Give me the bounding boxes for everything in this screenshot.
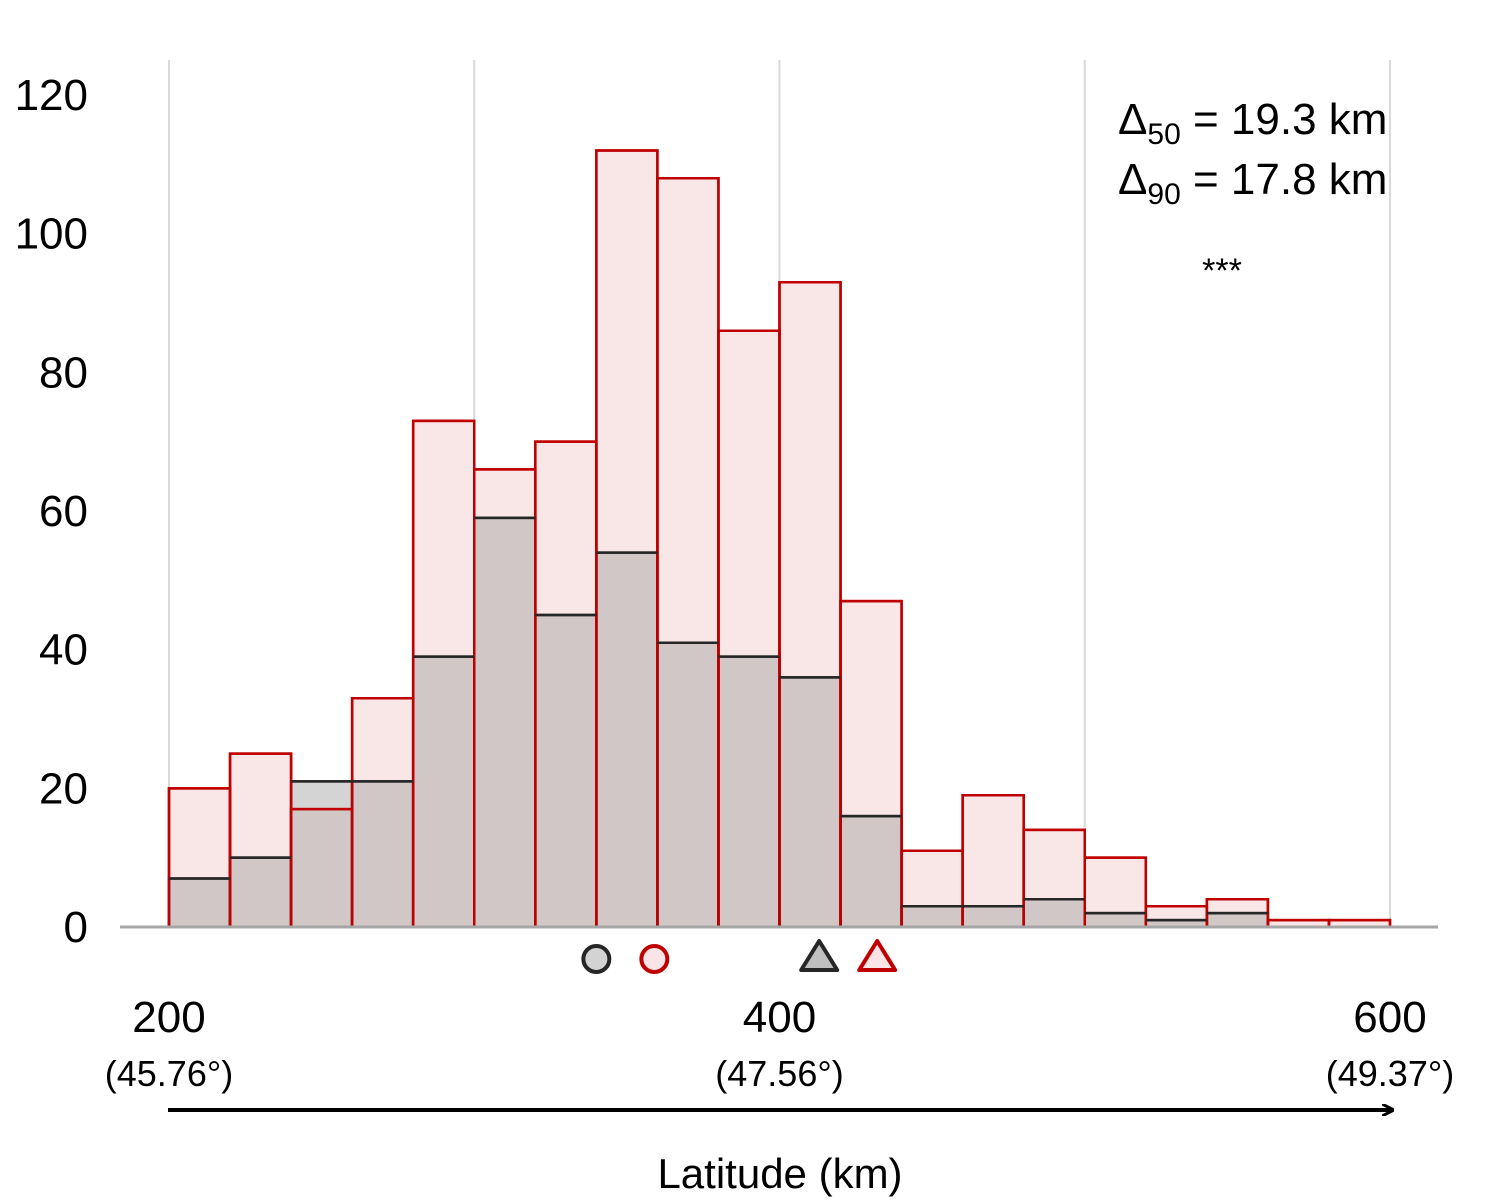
marker-circle-1 [581, 944, 612, 974]
bar-series-2-bin-380 [718, 330, 780, 927]
bar-series-2-bin-480 [1023, 829, 1085, 927]
bar-series-1-bin-340 [596, 552, 658, 927]
x-tick-sublabel-600: (49.37°) [1326, 1053, 1454, 1094]
y-tick-label-120: 120 [15, 71, 88, 120]
histogram-bars [167, 149, 1392, 929]
delta-50-value: = 19.3 km [1181, 95, 1388, 144]
x-tick-sublabel-200: (45.76°) [105, 1053, 233, 1094]
bar-series-2-bin-240 [291, 809, 353, 927]
series-2-outline-top [167, 149, 1392, 927]
bar-series-2-bin-520 [1145, 906, 1207, 927]
bar-series-1-bin-220 [230, 857, 292, 927]
bar-series-2-bin-580 [1328, 920, 1390, 927]
summary-markers [581, 939, 898, 974]
bar-series-1-bin-540 [1206, 913, 1268, 927]
bar-series-2-bin-560 [1267, 920, 1329, 927]
bar-series-1-bin-500 [1084, 913, 1146, 927]
x-tick-label-400: 400 [743, 993, 816, 1042]
bar-series-2-bin-340 [596, 150, 658, 927]
bar-edge-series-2-bin-500 [1083, 856, 1148, 927]
x-axis-title: Latitude (km) [657, 1150, 902, 1197]
x-tick-label-200: 200 [132, 993, 205, 1042]
bar-series-2-bin-360 [657, 178, 719, 927]
bar-series-2-bin-320 [535, 441, 597, 927]
y-tick-label-20: 20 [39, 764, 88, 813]
delta-90-symbol: Δ [1118, 155, 1147, 204]
bar-series-2-bin-420 [840, 601, 902, 927]
y-tick-label-60: 60 [39, 487, 88, 536]
series-2 [167, 149, 1392, 927]
bar-series-1-bin-440 [901, 906, 963, 927]
bar-series-1-bin-360 [657, 642, 719, 927]
bar-series-1-bin-380 [718, 656, 780, 927]
x-tick-sublabel-400: (47.56°) [715, 1053, 843, 1094]
delta-90-subscript: 90 [1147, 178, 1180, 211]
bar-series-1-bin-520 [1145, 920, 1207, 927]
bar-series-1-bin-200 [169, 878, 231, 927]
delta-50-annotation: Δ50 = 19.3 km [1118, 95, 1387, 151]
x-tick-label-600: 600 [1353, 993, 1426, 1042]
bar-series-1-bin-300 [474, 517, 536, 927]
bar-series-2-bin-220 [230, 753, 292, 927]
y-tick-label-40: 40 [39, 626, 88, 675]
bar-series-1-bin-460 [962, 906, 1024, 927]
bar-series-2-bin-280 [413, 420, 475, 927]
bar-series-2-bin-300 [474, 469, 536, 927]
marker-triangle-4 [857, 939, 898, 972]
y-tick-label-80: 80 [39, 348, 88, 397]
bar-edge-series-2-bin-580 [1327, 918, 1392, 927]
bar-series-1-bin-400 [779, 677, 841, 927]
delta-90-annotation: Δ90 = 17.8 km [1118, 155, 1387, 211]
bar-series-2-bin-400 [779, 282, 841, 927]
y-tick-label-100: 100 [15, 210, 88, 259]
y-tick-label-0: 0 [64, 903, 88, 952]
delta-50-subscript: 50 [1147, 118, 1180, 151]
delta-50-symbol: Δ [1118, 95, 1147, 144]
marker-triangle-3 [799, 939, 840, 972]
bar-series-1-bin-240 [291, 781, 353, 927]
axes: 0 20 40 60 80 100 120 200 (45.76°) 400 (47.56°) 600… [15, 71, 1454, 1110]
bar-series-1-bin-420 [840, 816, 902, 927]
bar-series-1-bin-480 [1023, 899, 1085, 927]
significance-stars: *** [1202, 252, 1242, 290]
marker-circle-2 [639, 944, 670, 974]
bar-series-1-bin-260 [352, 781, 414, 927]
bar-series-2-bin-440 [901, 850, 963, 927]
bar-series-1-bin-320 [535, 615, 597, 927]
bar-edge-series-2-bin-420 [839, 599, 903, 927]
bar-series-2-bin-500 [1084, 857, 1146, 927]
bar-series-1-bin-280 [413, 656, 475, 927]
delta-90-value: = 17.8 km [1181, 155, 1388, 204]
bar-series-2-bin-260 [352, 698, 414, 927]
bar-series-2-bin-200 [169, 788, 231, 927]
delta-annotations: Δ50 = 19.3 km Δ90 = 17.8 km *** [1118, 95, 1387, 290]
